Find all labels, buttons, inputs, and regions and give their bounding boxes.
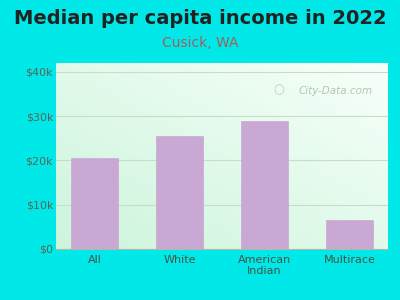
Bar	[156, 136, 203, 249]
Text: City-Data.com: City-Data.com	[298, 86, 372, 96]
Text: Cusick, WA: Cusick, WA	[162, 36, 238, 50]
Text: Median per capita income in 2022: Median per capita income in 2022	[14, 9, 386, 28]
Text: ○: ○	[273, 83, 284, 97]
Bar	[326, 220, 373, 249]
Bar	[241, 121, 288, 249]
Bar	[71, 158, 118, 249]
